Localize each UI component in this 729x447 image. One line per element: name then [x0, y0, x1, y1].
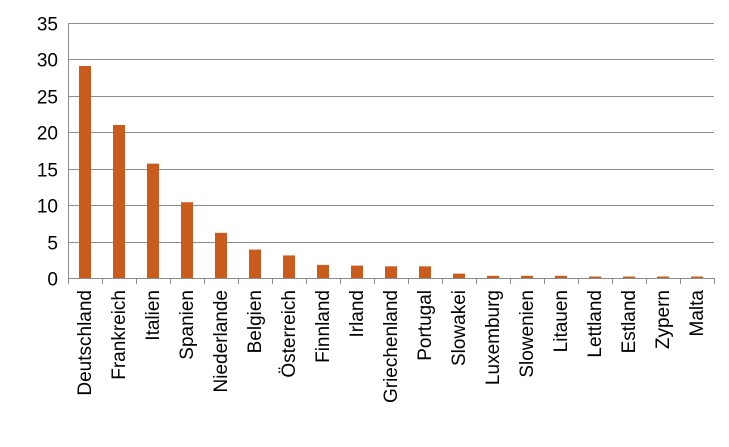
- axes: [68, 23, 715, 284]
- y-tick-label: 25: [37, 88, 58, 109]
- bar-lettland: [589, 276, 601, 278]
- x-tick-label: Slowakei: [449, 290, 470, 366]
- bar-luxemburg: [487, 275, 499, 278]
- y-tick-label: 10: [37, 197, 58, 218]
- x-tick-label: Estland: [619, 290, 640, 353]
- bar-zypern: [657, 276, 669, 278]
- x-tick-label: Lettland: [585, 290, 606, 358]
- y-tick-label: 30: [37, 51, 58, 72]
- bar-portugal: [419, 266, 431, 278]
- y-tick-label: 15: [37, 161, 58, 182]
- bar-österreich: [283, 255, 295, 278]
- bar-malta: [691, 276, 703, 278]
- bar-frankreich: [113, 125, 125, 278]
- bar-slowenien: [521, 275, 533, 278]
- x-tick-label: Österreich: [279, 290, 300, 378]
- x-tick-label: Niederlande: [211, 290, 232, 392]
- bar-litauen: [555, 275, 567, 278]
- x-tick-label: Portugal: [415, 290, 436, 361]
- x-tick-label: Zypern: [653, 290, 674, 349]
- x-tick-label: Spanien: [177, 290, 198, 360]
- x-axis-tick-labels: Deutschland Frankreich Italien Spanien Niede…: [75, 290, 708, 403]
- bar-niederlande: [215, 232, 227, 278]
- bar-italien: [147, 163, 159, 278]
- x-tick-label: Belgien: [245, 290, 266, 353]
- x-tick-label: Deutschland: [75, 290, 96, 396]
- x-tick-label: Slowenien: [517, 290, 538, 378]
- x-tick-label: Frankreich: [109, 290, 130, 380]
- y-tick-label: 0: [47, 270, 58, 291]
- x-tick-label: Luxemburg: [483, 290, 504, 385]
- bar-spanien: [181, 202, 193, 278]
- bars: [79, 65, 703, 279]
- gridlines: [68, 23, 714, 243]
- x-tick-label: Litauen: [551, 290, 572, 352]
- bar-slowakei: [453, 273, 465, 278]
- bar-belgien: [249, 249, 261, 278]
- bar-deutschland: [79, 65, 91, 279]
- y-tick-label: 5: [47, 234, 58, 255]
- x-tick-label: Irland: [347, 290, 368, 338]
- bar-irland: [351, 265, 363, 278]
- bar-estland: [623, 276, 635, 278]
- y-axis-tick-labels: 0 5 10 15 20 25 30 35: [37, 15, 58, 291]
- y-tick-label: 35: [37, 15, 58, 36]
- x-tick-label: Griechenland: [381, 290, 402, 403]
- x-tick-label: Italien: [143, 290, 164, 341]
- y-tick-label: 20: [37, 124, 58, 145]
- x-tick-label: Malta: [687, 290, 708, 337]
- bar-finnland: [317, 264, 329, 278]
- bar-griechenland: [385, 266, 397, 278]
- x-tick-label: Finnland: [313, 290, 334, 363]
